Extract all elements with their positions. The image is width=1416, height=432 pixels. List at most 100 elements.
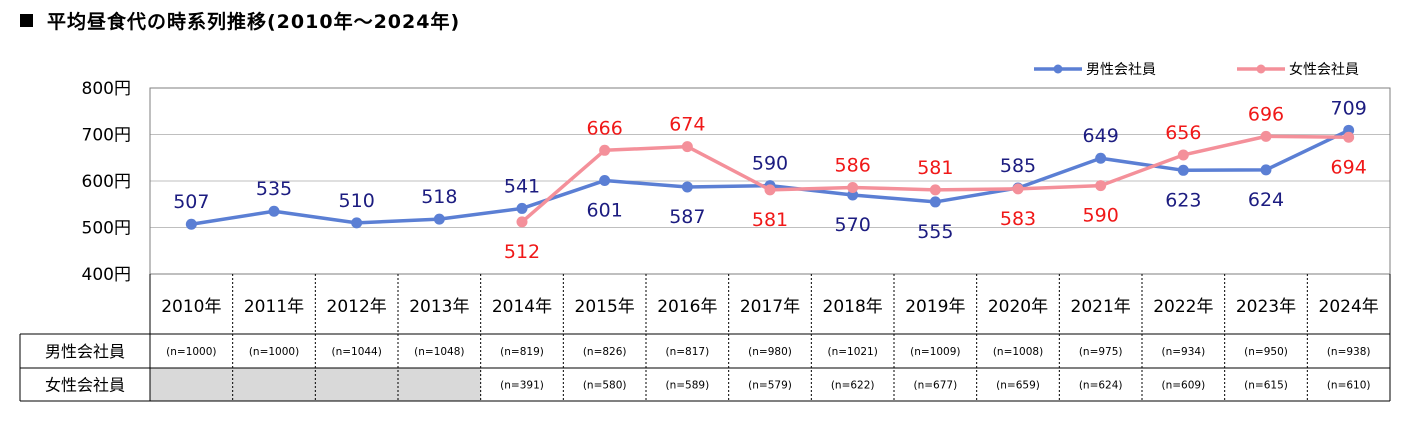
data-point xyxy=(847,182,859,194)
legend-label: 女性会社員 xyxy=(1289,61,1359,78)
sample-size: (n=934) xyxy=(1161,346,1205,358)
sample-size: (n=579) xyxy=(748,380,792,392)
y-tick-label: 400円 xyxy=(82,265,131,285)
data-label: 623 xyxy=(1165,189,1201,211)
data-point xyxy=(1260,130,1272,142)
data-point xyxy=(516,216,528,228)
data-label: 709 xyxy=(1331,97,1367,119)
data-label: 586 xyxy=(835,155,871,177)
sample-size: (n=580) xyxy=(583,380,627,392)
x-tick-label: 2018年 xyxy=(823,297,883,317)
empty-cell xyxy=(315,368,398,401)
data-label: 674 xyxy=(669,114,705,136)
x-tick-label: 2024年 xyxy=(1319,297,1379,317)
x-tick-label: 2021年 xyxy=(1071,297,1131,317)
data-label: 570 xyxy=(835,214,871,236)
data-point xyxy=(185,218,197,230)
sample-size: (n=1009) xyxy=(910,346,960,358)
data-point xyxy=(929,196,941,208)
sample-size: (n=980) xyxy=(748,346,792,358)
data-point xyxy=(351,217,363,229)
y-tick-label: 800円 xyxy=(82,79,131,99)
sample-size: (n=624) xyxy=(1079,380,1123,392)
chart-title: 平均昼食代の時系列推移(2010年～2024年) xyxy=(20,7,460,34)
x-tick-label: 2016年 xyxy=(657,297,717,317)
data-point xyxy=(764,184,776,196)
data-label: 587 xyxy=(669,206,705,228)
sample-size: (n=622) xyxy=(831,380,875,392)
y-tick-label: 500円 xyxy=(82,219,131,239)
data-point xyxy=(1260,164,1272,176)
legend-marker xyxy=(1053,64,1063,74)
data-point xyxy=(1177,164,1189,176)
data-point xyxy=(599,175,611,187)
sample-size: (n=589) xyxy=(665,380,709,392)
data-point xyxy=(1012,183,1024,195)
x-tick-label: 2010年 xyxy=(161,297,221,317)
data-point xyxy=(433,213,445,225)
sample-size: (n=1048) xyxy=(414,346,464,358)
sample-size: (n=1044) xyxy=(331,346,381,358)
chart-title-text: 平均昼食代の時系列推移(2010年～2024年) xyxy=(47,11,461,33)
table-row-label: 男性会社員 xyxy=(45,342,125,361)
data-label: 649 xyxy=(1083,125,1119,147)
sample-size: (n=975) xyxy=(1079,346,1123,358)
sample-size: (n=615) xyxy=(1244,380,1288,392)
data-point xyxy=(1177,149,1189,161)
legend-marker xyxy=(1256,64,1266,74)
data-label: 585 xyxy=(1000,155,1036,177)
data-label: 666 xyxy=(587,117,623,139)
x-tick-label: 2015年 xyxy=(575,297,635,317)
data-label: 555 xyxy=(917,221,953,243)
data-point xyxy=(268,205,280,217)
sample-size: (n=391) xyxy=(500,380,544,392)
data-label: 541 xyxy=(504,175,540,197)
data-point xyxy=(1095,152,1107,164)
y-tick-label: 600円 xyxy=(82,172,131,192)
sample-size: (n=609) xyxy=(1161,380,1205,392)
x-tick-label: 2020年 xyxy=(988,297,1048,317)
x-tick-label: 2023年 xyxy=(1236,297,1296,317)
data-label: 518 xyxy=(421,186,457,208)
sample-size: (n=659) xyxy=(996,380,1040,392)
data-label: 535 xyxy=(256,178,292,200)
data-point xyxy=(681,141,693,153)
sample-size: (n=610) xyxy=(1327,380,1371,392)
data-label: 696 xyxy=(1248,103,1284,125)
data-label: 601 xyxy=(587,200,623,222)
data-label: 624 xyxy=(1248,189,1284,211)
x-tick-label: 2011年 xyxy=(244,297,304,317)
x-tick-label: 2014年 xyxy=(492,297,552,317)
data-label: 581 xyxy=(917,157,953,179)
data-point xyxy=(516,202,528,214)
data-point xyxy=(1343,131,1355,143)
title-square-icon xyxy=(20,14,33,27)
data-point xyxy=(681,181,693,193)
data-label: 656 xyxy=(1165,122,1201,144)
sample-size: (n=950) xyxy=(1244,346,1288,358)
plot-area xyxy=(149,87,1391,275)
x-tick-label: 2012年 xyxy=(327,297,387,317)
data-label: 694 xyxy=(1331,156,1367,178)
sample-size: (n=1000) xyxy=(249,346,299,358)
empty-cell xyxy=(150,368,233,401)
empty-cell xyxy=(398,368,481,401)
data-point xyxy=(1095,180,1107,192)
empty-cell xyxy=(232,368,316,401)
data-point xyxy=(929,184,941,196)
data-label: 510 xyxy=(339,190,375,212)
data-point xyxy=(599,144,611,156)
data-label: 507 xyxy=(173,191,209,213)
x-tick-label: 2013年 xyxy=(409,297,469,317)
sample-size: (n=938) xyxy=(1327,346,1371,358)
sample-size: (n=817) xyxy=(665,346,709,358)
sample-size: (n=1008) xyxy=(993,346,1043,358)
table-row-label: 女性会社員 xyxy=(45,376,125,395)
sample-size: (n=677) xyxy=(913,380,957,392)
x-tick-label: 2017年 xyxy=(740,297,800,317)
x-tick-label: 2019年 xyxy=(905,297,965,317)
series-line xyxy=(520,134,1349,224)
data-label: 583 xyxy=(1000,208,1036,230)
sample-size: (n=819) xyxy=(500,346,544,358)
